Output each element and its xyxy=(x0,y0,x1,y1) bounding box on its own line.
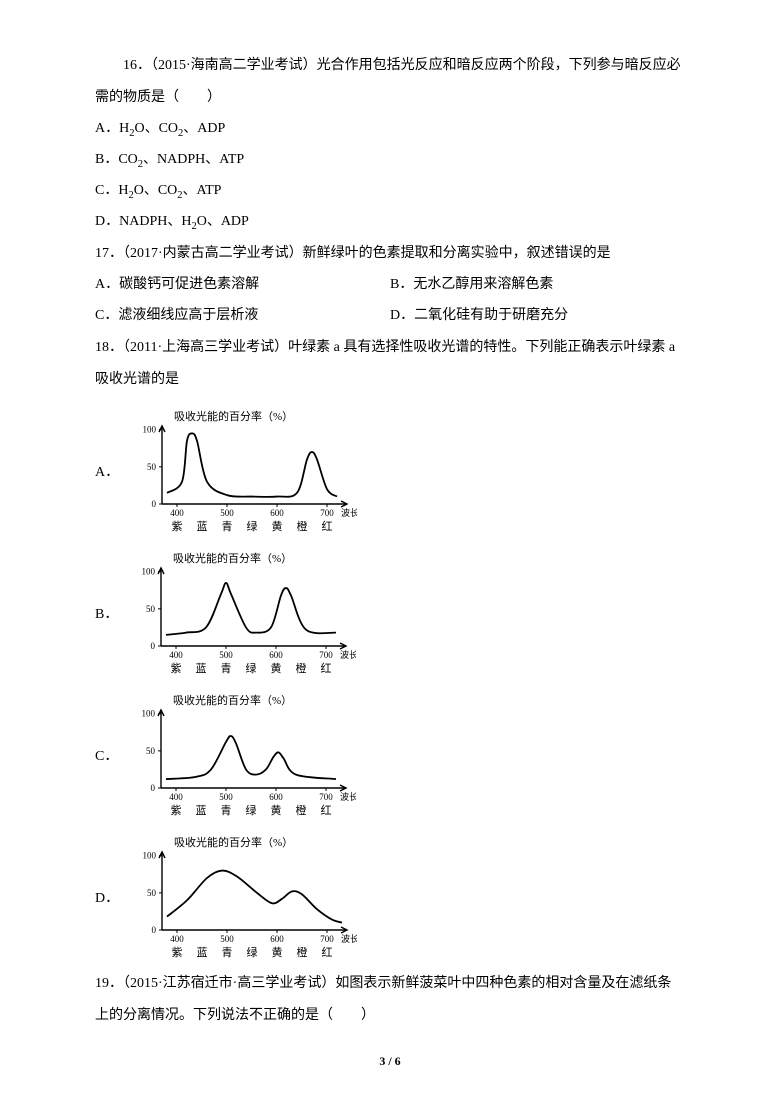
svg-text:橙: 橙 xyxy=(297,519,308,533)
svg-text:蓝: 蓝 xyxy=(197,520,208,533)
svg-text:50: 50 xyxy=(147,462,157,472)
svg-text:500: 500 xyxy=(220,934,234,944)
q16-stem: 16．（2015·海南高二学业考试）光合作用包括光反应和暗反应两个阶段，下列参与… xyxy=(95,50,685,114)
svg-text:0: 0 xyxy=(151,641,156,651)
svg-text:青: 青 xyxy=(221,662,232,675)
q18-chart-c: 吸收光能的百分率（%） 0 50 100 400 500 600 700 波长（nm） 紫 蓝 青 绿黄… xyxy=(126,692,356,822)
svg-text:400: 400 xyxy=(170,792,184,802)
svg-text:500: 500 xyxy=(220,508,234,518)
svg-text:400: 400 xyxy=(170,508,184,518)
q18-label-b: B． xyxy=(95,600,118,631)
q18-stem: 18．（2011·上海高三学业考试）叶绿素 a 具有选择性吸收光谱的特性。下列能… xyxy=(95,332,685,396)
q18-label-c: C． xyxy=(95,742,118,773)
svg-text:黄: 黄 xyxy=(272,519,283,533)
svg-text:50: 50 xyxy=(146,746,156,756)
svg-text:100: 100 xyxy=(142,567,156,577)
svg-text:紫: 紫 xyxy=(172,520,183,533)
q17-opt-d: D．二氧化硅有助于研磨充分 xyxy=(390,301,685,332)
q17-options-row2: C．滤液细线应高于层析液 D．二氧化硅有助于研磨充分 xyxy=(95,301,685,332)
q18-option-a: A． 吸收光能的百分率（%） 0 50 100 400 500 600 700 波长（nm） 紫 蓝… xyxy=(95,408,685,538)
svg-text:600: 600 xyxy=(270,650,284,660)
q17-opt-c: C．滤液细线应高于层析液 xyxy=(95,301,390,332)
q17-opt-a: A．碳酸钙可促进色素溶解 xyxy=(95,270,390,301)
svg-text:700: 700 xyxy=(320,934,334,944)
svg-text:紫: 紫 xyxy=(171,662,182,675)
svg-text:600: 600 xyxy=(270,792,284,802)
svg-text:橙: 橙 xyxy=(297,945,308,959)
svg-text:0: 0 xyxy=(152,499,157,509)
q16-opt-d: D．NADPH、H2O、ADP xyxy=(95,207,685,238)
q17-stem: 17．（2017·内蒙古高二学业考试）新鲜绿叶的色素提取和分离实验中，叙述错误的… xyxy=(95,238,685,270)
svg-text:100: 100 xyxy=(143,425,157,435)
svg-text:青: 青 xyxy=(221,804,232,817)
q16-stem-text: 16．（2015·海南高二学业考试）光合作用包括光反应和暗反应两个阶段，下列参与… xyxy=(95,58,681,105)
q18-chart-b: 吸收光能的百分率（%） 0 50 100 400 500 600 700 波长（nm） 紫 蓝 青 绿黄… xyxy=(126,550,356,680)
svg-text:吸收光能的百分率（%）: 吸收光能的百分率（%） xyxy=(174,835,293,849)
svg-text:绿: 绿 xyxy=(247,945,258,959)
svg-text:500: 500 xyxy=(220,650,234,660)
svg-text:黄: 黄 xyxy=(271,661,282,675)
q18-option-b: B． 吸收光能的百分率（%） 0 50 100 400 500 600 700 波长（nm） 紫 蓝… xyxy=(95,550,685,680)
svg-text:蓝: 蓝 xyxy=(196,662,207,675)
svg-text:吸收光能的百分率（%）: 吸收光能的百分率（%） xyxy=(173,693,292,707)
svg-text:50: 50 xyxy=(146,604,156,614)
svg-text:100: 100 xyxy=(143,851,157,861)
page-total: 6 xyxy=(395,1054,401,1068)
svg-text:紫: 紫 xyxy=(171,804,182,817)
q18-label-a: A． xyxy=(95,458,119,489)
svg-text:青: 青 xyxy=(222,946,233,959)
q18-chart-d: 吸收光能的百分率（%） 0 50 100 400 500 600 700 波长（nm） 紫 蓝 青 绿黄… xyxy=(127,834,357,964)
svg-text:600: 600 xyxy=(270,508,284,518)
svg-text:红: 红 xyxy=(322,946,333,959)
svg-text:绿: 绿 xyxy=(246,803,257,817)
svg-text:波长（nm）: 波长（nm） xyxy=(340,791,356,802)
q17-opt-b: B．无水乙醇用来溶解色素 xyxy=(390,270,685,301)
svg-text:100: 100 xyxy=(142,709,156,719)
svg-text:50: 50 xyxy=(147,888,157,898)
q19-stem: 19．（2015·江苏宿迁市·高三学业考试）如图表示新鲜菠菜叶中四种色素的相对含… xyxy=(95,968,685,1032)
q16-opt-a: A．H2O、CO2、ADP xyxy=(95,114,685,145)
q17-options-row1: A．碳酸钙可促进色素溶解 B．无水乙醇用来溶解色素 xyxy=(95,270,685,301)
q16-opt-b: B．CO2、NADPH、ATP xyxy=(95,145,685,176)
svg-text:蓝: 蓝 xyxy=(197,946,208,959)
svg-text:700: 700 xyxy=(320,792,334,802)
svg-text:绿: 绿 xyxy=(246,661,257,675)
svg-text:红: 红 xyxy=(321,804,332,817)
svg-text:波长（nm）: 波长（nm） xyxy=(340,649,356,660)
svg-text:0: 0 xyxy=(152,925,157,935)
svg-text:600: 600 xyxy=(270,934,284,944)
svg-text:红: 红 xyxy=(321,662,332,675)
svg-text:吸收光能的百分率（%）: 吸收光能的百分率（%） xyxy=(174,409,293,423)
page-sep: / xyxy=(385,1054,394,1068)
svg-text:蓝: 蓝 xyxy=(196,804,207,817)
svg-text:400: 400 xyxy=(170,650,184,660)
svg-text:橙: 橙 xyxy=(296,661,307,675)
svg-text:700: 700 xyxy=(320,650,334,660)
q16-opt-c: C．H2O、CO2、ATP xyxy=(95,176,685,207)
page-footer: 3 / 6 xyxy=(95,1048,685,1074)
svg-text:绿: 绿 xyxy=(247,519,258,533)
svg-text:吸收光能的百分率（%）: 吸收光能的百分率（%） xyxy=(173,551,292,565)
svg-text:黄: 黄 xyxy=(271,803,282,817)
svg-text:红: 红 xyxy=(322,520,333,533)
svg-text:紫: 紫 xyxy=(172,946,183,959)
svg-text:波长（nm）: 波长（nm） xyxy=(341,933,357,944)
q18-label-d: D． xyxy=(95,884,119,915)
q18-option-c: C． 吸收光能的百分率（%） 0 50 100 400 500 600 700 波长（nm） 紫 蓝… xyxy=(95,692,685,822)
svg-text:橙: 橙 xyxy=(296,803,307,817)
q18-option-d: D． 吸收光能的百分率（%） 0 50 100 400 500 600 700 波长（nm） 紫 蓝… xyxy=(95,834,685,964)
svg-text:黄: 黄 xyxy=(272,945,283,959)
svg-text:400: 400 xyxy=(170,934,184,944)
svg-text:0: 0 xyxy=(151,783,156,793)
svg-text:波长（nm）: 波长（nm） xyxy=(341,507,357,518)
q18-chart-a: 吸收光能的百分率（%） 0 50 100 400 500 600 700 波长（nm） 紫 蓝 青 绿黄… xyxy=(127,408,357,538)
svg-text:青: 青 xyxy=(222,520,233,533)
svg-text:700: 700 xyxy=(320,508,334,518)
svg-text:500: 500 xyxy=(220,792,234,802)
